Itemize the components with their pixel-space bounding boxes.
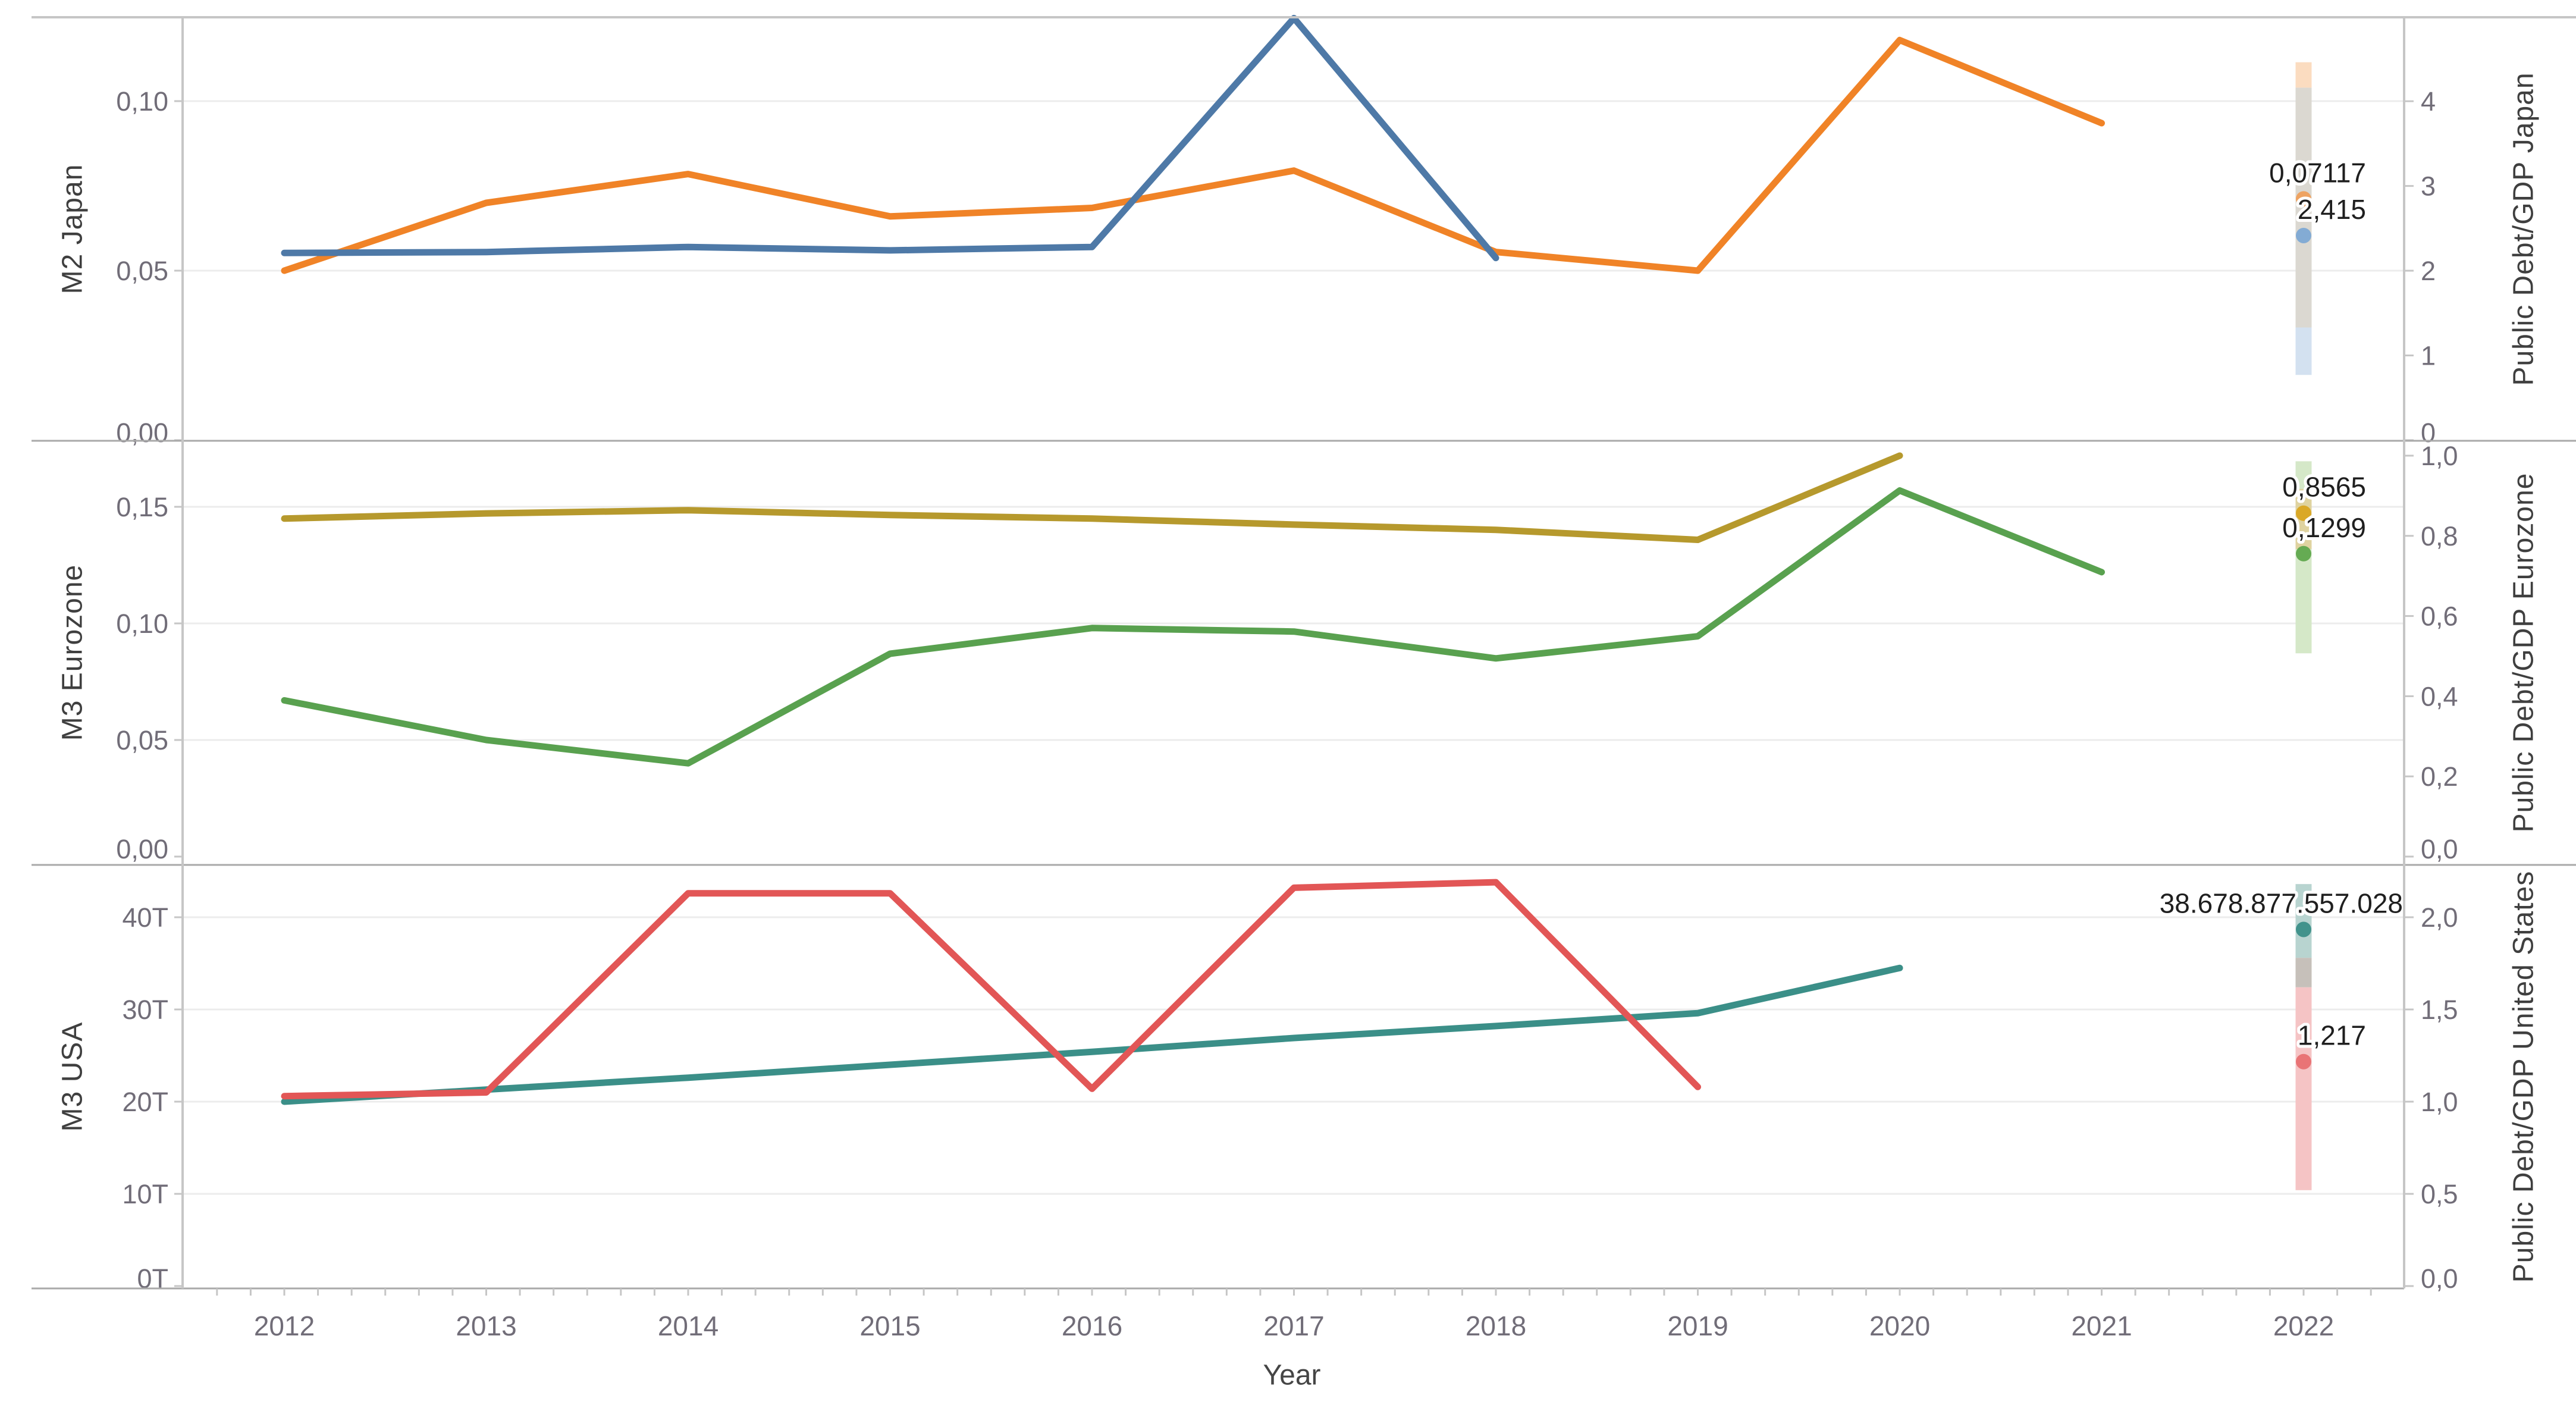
right-tick-label: 0,5 [2421, 1179, 2458, 1209]
right-tick-label: 1,0 [2421, 441, 2458, 471]
right-axis-title-debt-gdp-eurozone: Public Debt/GDP Eurozone [2508, 472, 2540, 833]
x-tick-label-2015: 2015 [859, 1310, 920, 1341]
right-axis-title-debt-gdp-japan: Public Debt/GDP Japan [2508, 72, 2540, 386]
right-tick-label: 4 [2421, 86, 2436, 117]
forecast-band-segment[interactable] [2295, 62, 2312, 88]
left-tick-label: 20T [122, 1087, 168, 1117]
forecast-point[interactable] [2296, 921, 2311, 937]
mark-label: 0,07117 [2269, 157, 2366, 188]
right-tick-label: 2,0 [2421, 902, 2458, 933]
x-tick-label-2022: 2022 [2273, 1310, 2334, 1341]
chart-frame: 2012 2013 2014 2015 2016 2017 2018 2019 2020 2021… [32, 16, 2576, 1341]
right-tick-label: 1 [2421, 341, 2436, 371]
forecast-point[interactable] [2296, 191, 2311, 207]
left-axis-title-m3-usa: M3 USA [57, 1021, 89, 1132]
series-line-public-debt-gdp-united-states[interactable] [281, 879, 1701, 1100]
left-tick-label: 10T [122, 1179, 168, 1209]
right-tick-label: 0,8 [2421, 521, 2458, 551]
x-tick-label-2020: 2020 [1869, 1310, 1930, 1341]
series-line-m2-japan[interactable] [281, 36, 2105, 274]
x-tick-label-2013: 2013 [456, 1310, 516, 1341]
left-tick-label: 0,10 [116, 609, 168, 639]
right-tick-label: 0,4 [2421, 681, 2458, 711]
x-tick-label-2012: 2012 [254, 1310, 315, 1341]
forecast-band-segment[interactable] [2295, 987, 2312, 1190]
panel-usa: 40T30T20T10T0T2,01,51,00,50,038.678.877.… [122, 879, 2458, 1294]
right-tick-label: 0,0 [2421, 834, 2458, 864]
mark-label: 0,8565 [2282, 472, 2366, 503]
mark-label: 1,217 [2298, 1020, 2366, 1051]
left-tick-label: 0,15 [116, 492, 168, 522]
right-tick-label: 0,6 [2421, 601, 2458, 632]
x-tick-label-2021: 2021 [2071, 1310, 2132, 1341]
forecast-band-segment[interactable] [2295, 884, 2312, 958]
forecast-point[interactable] [2296, 227, 2311, 243]
right-axis-title-debt-gdp-united-states: Public Debt/GDP United States [2508, 870, 2540, 1283]
series-line-m3-eurozone[interactable] [281, 487, 2105, 767]
left-tick-label: 0,10 [116, 86, 168, 117]
right-tick-label: 1,5 [2421, 995, 2458, 1025]
left-tick-label: 40T [122, 902, 168, 933]
forecast-point[interactable] [2296, 1053, 2311, 1070]
x-tick-label-2016: 2016 [1062, 1310, 1122, 1341]
panel-eurozone: 0,15 0,10 0,05 0,00 1,0 0,8 0,6 0,4 0,2 0,0 0,8565… [116, 441, 2458, 864]
forecast-band-segment[interactable] [2295, 958, 2312, 987]
series-line-public-debt-gdp-eurozone[interactable] [281, 452, 1903, 543]
x-tick-label-2018: 2018 [1466, 1310, 1526, 1341]
right-tick-label: 2 [2421, 256, 2436, 286]
series-line-m3-usa[interactable] [281, 964, 1903, 1105]
mark-label: 0,1299 [2282, 512, 2366, 543]
right-tick-label: 0,0 [2421, 1263, 2458, 1294]
left-tick-label: 0,05 [116, 725, 168, 755]
right-tick-label: 0 [2421, 418, 2436, 448]
left-axis-title-m2-japan: M2 Japan [57, 164, 89, 294]
left-axis-title-m3-eurozone: M3 Eurozone [57, 564, 89, 741]
x-tick-label-2019: 2019 [1667, 1310, 1728, 1341]
forecast-point[interactable] [2296, 545, 2311, 562]
left-tick-label: 0,00 [116, 418, 168, 448]
mark-label: 2,415 [2298, 194, 2366, 225]
series-line-public-debt-gdp-japan[interactable] [281, 15, 1499, 262]
x-tick-label-2014: 2014 [658, 1310, 718, 1341]
x-tick-label-2017: 2017 [1263, 1310, 1324, 1341]
forecast-band-segment[interactable] [2295, 87, 2312, 328]
left-tick-label: 0,05 [116, 256, 168, 286]
right-tick-label: 0,2 [2421, 761, 2458, 792]
panel-japan: 0,10 0,05 0,00 4 3 2 1 0 0,07117 2,415 [116, 15, 2436, 448]
right-tick-label: 3 [2421, 171, 2436, 202]
forecast-band-segment[interactable] [2295, 327, 2312, 375]
left-tick-label: 30T [122, 995, 168, 1025]
mark-label: 38.678.877.557.028 [2160, 888, 2403, 918]
forecast-point[interactable] [2296, 505, 2311, 521]
x-axis-title-year: Year [1263, 1359, 1321, 1391]
right-tick-label: 1,0 [2421, 1087, 2458, 1117]
left-tick-label: 0,00 [116, 834, 168, 864]
